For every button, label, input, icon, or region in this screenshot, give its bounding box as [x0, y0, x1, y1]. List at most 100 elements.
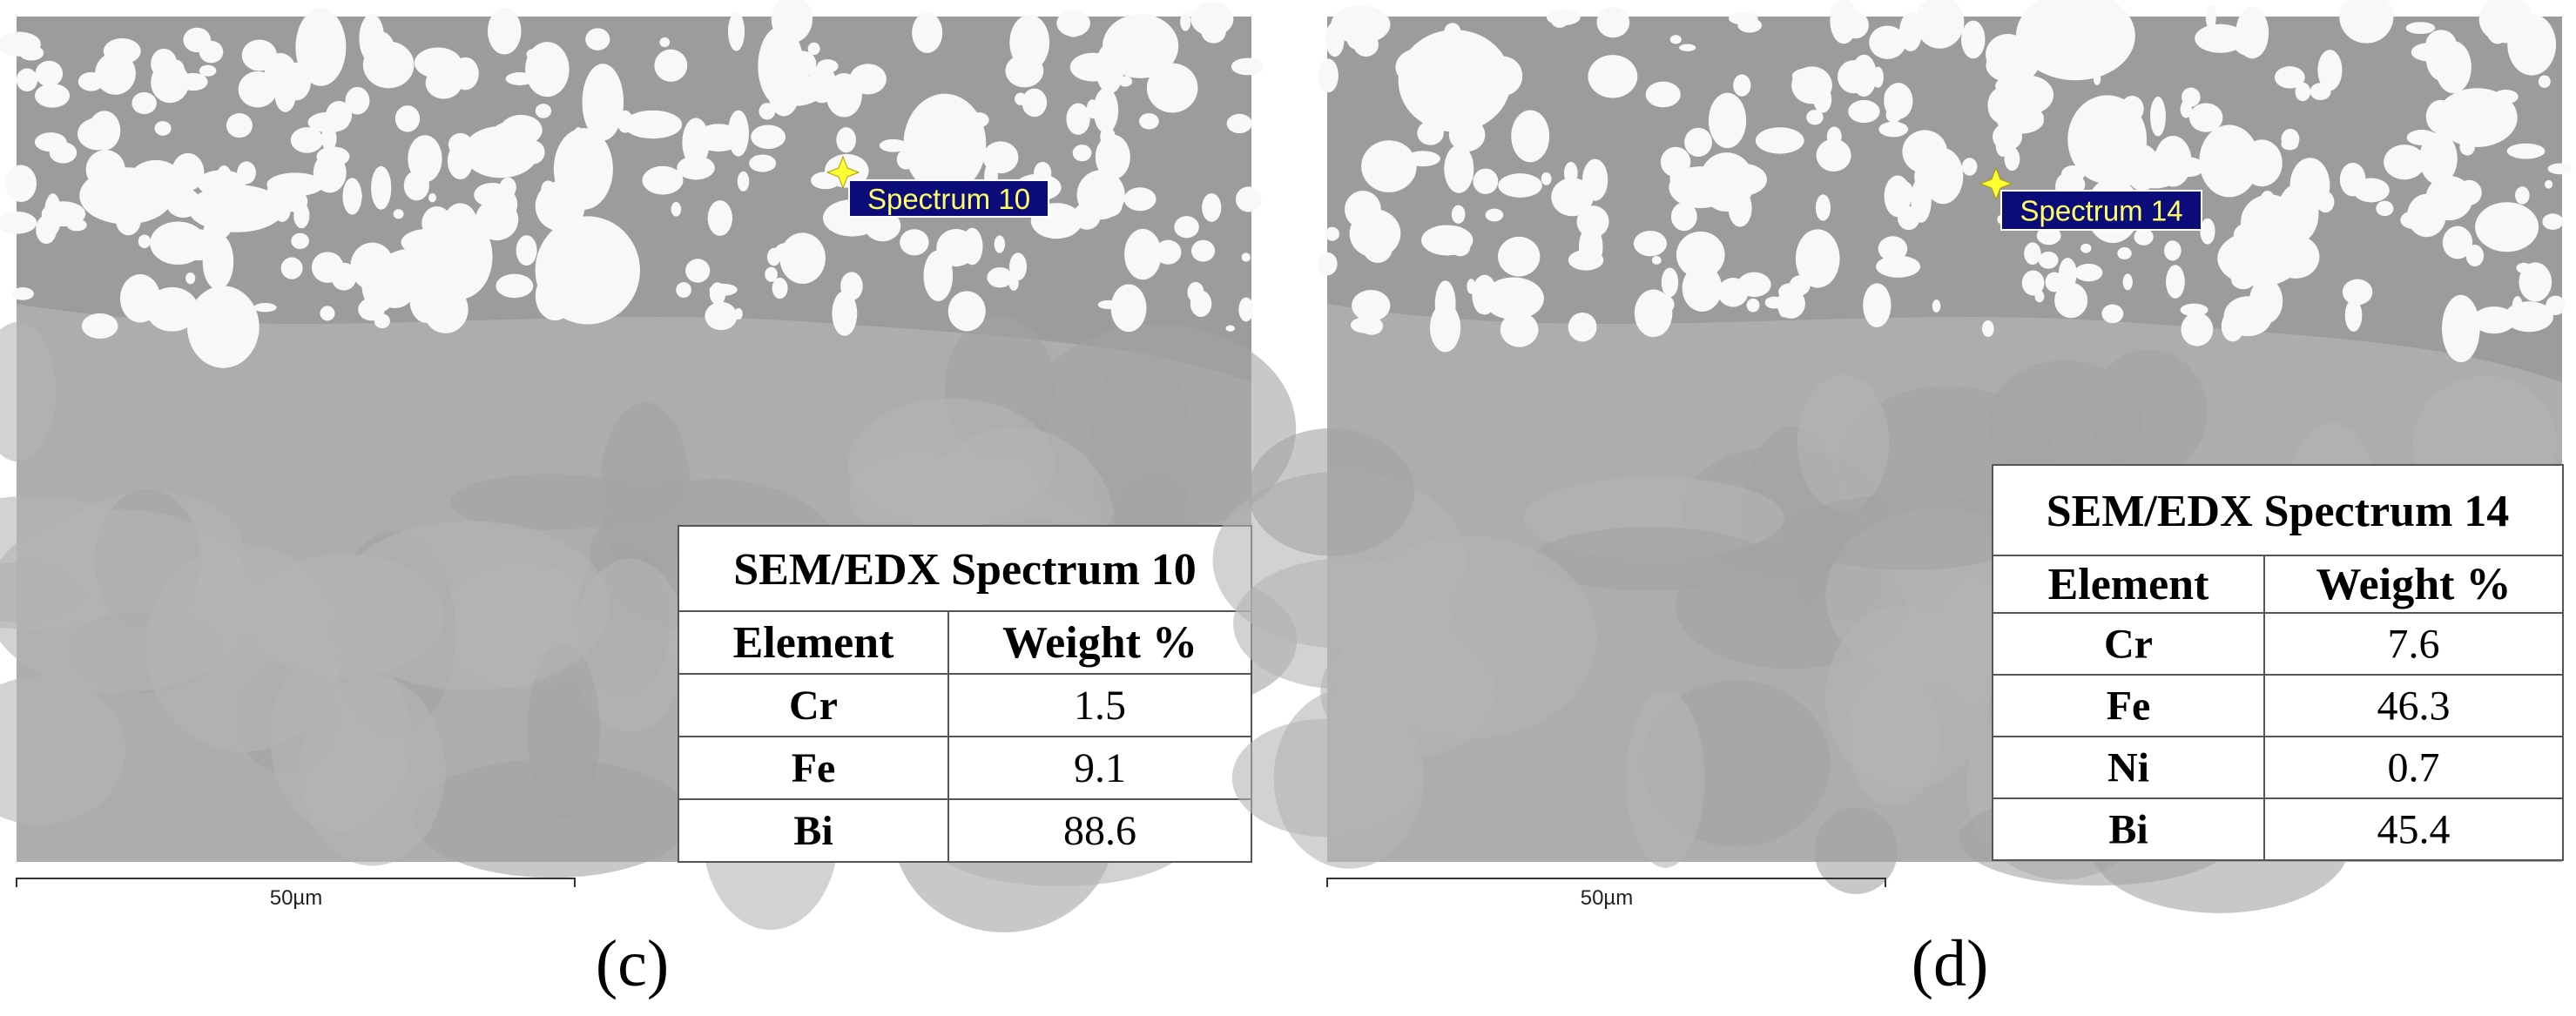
particle: [2094, 97, 2115, 124]
particle: [1857, 56, 1872, 76]
particle: [2040, 13, 2067, 32]
particle: [2074, 263, 2103, 282]
particle: [1932, 299, 1941, 313]
particle: [749, 154, 777, 172]
texture: [331, 521, 610, 691]
particle: [487, 7, 522, 55]
particle: [2217, 230, 2302, 286]
table-header: Weight %: [2316, 560, 2512, 609]
particle: [199, 64, 217, 77]
particle: [88, 111, 121, 151]
particle: [1717, 278, 1749, 307]
weight-cell: 9.1: [1074, 745, 1126, 791]
particle: [256, 84, 268, 101]
particle: [2538, 75, 2551, 88]
particle: [237, 161, 256, 185]
particle: [2122, 273, 2133, 291]
particle: [900, 229, 929, 256]
particle: [1915, 0, 1965, 49]
particle: [1005, 54, 1044, 88]
particle: [313, 152, 347, 193]
particle: [2492, 102, 2516, 118]
element-cell: Cr: [2104, 622, 2153, 668]
particle: [1235, 186, 1262, 212]
particle: [1180, 12, 1191, 31]
particle: [2188, 103, 2223, 132]
particle: [2317, 50, 2343, 91]
table-header: Weight %: [1002, 618, 1197, 668]
particle: [1791, 68, 1822, 84]
particle: [685, 259, 711, 283]
particle: [311, 252, 344, 283]
particle: [2505, 301, 2553, 333]
particle: [1981, 320, 1994, 337]
particle: [408, 135, 442, 183]
particle: [1226, 113, 1252, 134]
particle: [1576, 205, 1609, 238]
particle: [291, 232, 309, 250]
panel: Spectrum 14 SEM/EDX Spectrum 14 Element Wei…: [1212, 0, 2573, 1000]
particle: [2181, 312, 2214, 347]
particle: [199, 40, 224, 64]
particle: [2400, 211, 2425, 229]
particle: [1869, 25, 1906, 59]
particle: [771, 0, 813, 44]
particle: [2274, 66, 2305, 89]
particle: [1876, 255, 1921, 278]
table-title: SEM/EDX Spectrum 10: [733, 545, 1197, 595]
particle: [2419, 131, 2458, 185]
particle: [1733, 74, 1751, 97]
particle: [1634, 289, 1673, 338]
particle: [2164, 240, 2182, 261]
texture: [1784, 494, 2034, 570]
particle: [1848, 99, 1880, 124]
particle: [1150, 38, 1170, 59]
particle: [1352, 289, 1391, 322]
weight-cell: 1.5: [1074, 683, 1126, 729]
particle: [1449, 238, 1471, 257]
particle: [1887, 198, 1900, 210]
particle: [734, 307, 743, 320]
scale-bar: [16, 878, 576, 887]
particle: [16, 68, 38, 92]
particle: [737, 171, 750, 192]
particle: [2223, 296, 2273, 337]
particle: [1633, 231, 1668, 257]
particle: [912, 12, 943, 53]
particle: [1062, 15, 1084, 37]
weight-cell: 88.6: [1063, 808, 1136, 854]
particle: [1878, 121, 1909, 138]
particle: [2093, 71, 2101, 86]
particle: [751, 124, 786, 150]
particle: [34, 84, 71, 108]
particle: [947, 291, 986, 332]
particle: [1134, 237, 1158, 256]
particle: [2515, 186, 2530, 205]
particle: [2506, 143, 2546, 159]
spectrum-star: [1979, 166, 2013, 201]
spectrum-label: Spectrum 14: [2020, 195, 2182, 227]
particle: [0, 211, 37, 234]
particle: [2442, 225, 2473, 259]
particle: [1390, 165, 1415, 184]
element-cell: Cr: [789, 683, 838, 729]
particle: [2344, 299, 2363, 332]
spectrum-label: Spectrum 10: [867, 183, 1030, 215]
particle: [1541, 172, 1552, 185]
particle: [2339, 162, 2366, 197]
particle: [1241, 252, 1251, 262]
particle: [1444, 145, 1474, 193]
particle: [2547, 163, 2573, 175]
particle: [34, 132, 67, 152]
particle: [345, 188, 362, 204]
particle: [2232, 26, 2264, 56]
particle: [1118, 76, 1133, 87]
particle: [1009, 252, 1028, 281]
particle: [2478, 0, 2531, 43]
particle: [903, 93, 987, 195]
table-header: Element: [2048, 560, 2210, 609]
scale-bar: [1326, 878, 1886, 887]
particle: [1494, 64, 1514, 82]
particle: [66, 219, 87, 232]
particle: [1645, 81, 1681, 108]
